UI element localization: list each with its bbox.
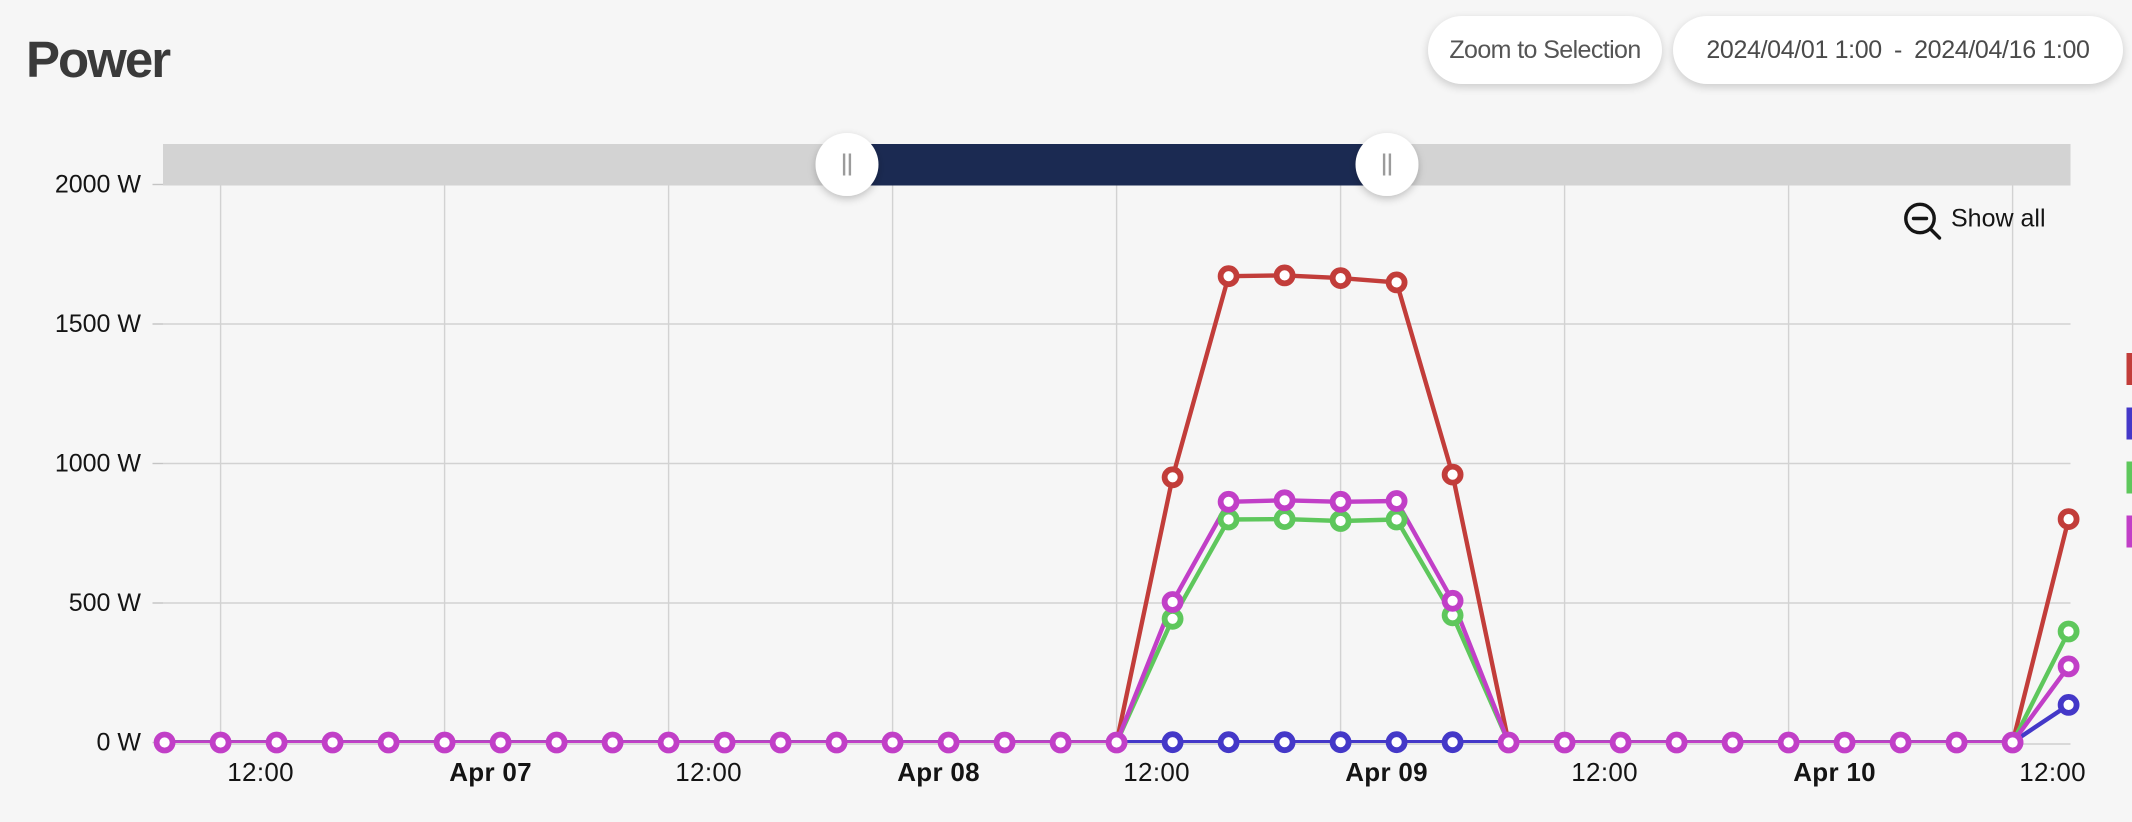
svg-text:500 W: 500 W <box>69 589 142 617</box>
svg-text:12:00: 12:00 <box>1571 757 1638 787</box>
svg-text:1500 W: 1500 W <box>55 310 142 338</box>
svg-text:1000 W: 1000 W <box>55 450 142 478</box>
svg-text:12:00: 12:00 <box>227 757 294 787</box>
svg-text:Show all: Show all <box>1951 205 2046 233</box>
svg-text:12:00: 12:00 <box>1123 757 1190 787</box>
svg-text:0 W: 0 W <box>97 729 142 757</box>
svg-text:Apr 09: Apr 09 <box>1345 757 1428 787</box>
svg-text:Apr 10: Apr 10 <box>1793 757 1876 787</box>
svg-text:2000 W: 2000 W <box>55 171 142 199</box>
svg-text:12:00: 12:00 <box>2019 757 2086 787</box>
svg-text:Apr 07: Apr 07 <box>449 757 532 787</box>
svg-text:12:00: 12:00 <box>675 757 742 787</box>
svg-text:Apr 08: Apr 08 <box>897 757 980 787</box>
